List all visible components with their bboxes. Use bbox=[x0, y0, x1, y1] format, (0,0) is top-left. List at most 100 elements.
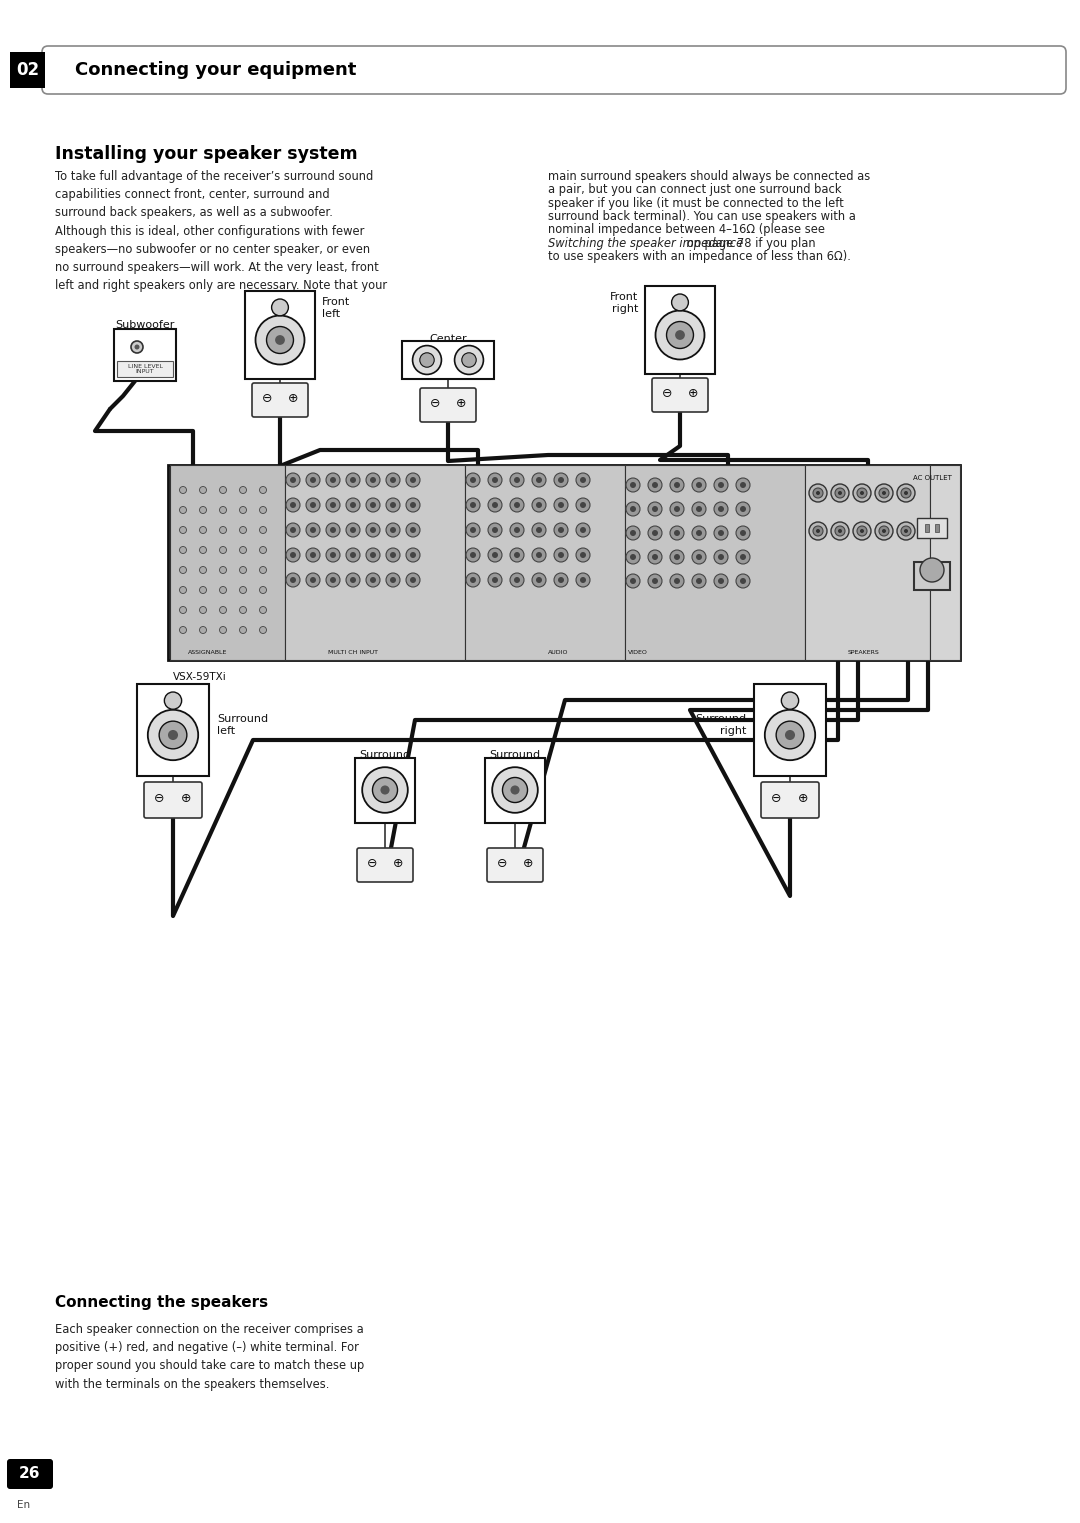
FancyBboxPatch shape bbox=[252, 382, 308, 417]
Text: ⊕: ⊕ bbox=[688, 387, 699, 399]
Circle shape bbox=[674, 554, 680, 560]
Circle shape bbox=[813, 487, 823, 498]
Circle shape bbox=[370, 551, 376, 557]
Circle shape bbox=[488, 498, 502, 512]
Circle shape bbox=[470, 527, 476, 533]
Circle shape bbox=[164, 691, 181, 710]
Circle shape bbox=[920, 557, 944, 582]
Circle shape bbox=[350, 503, 356, 509]
Circle shape bbox=[286, 474, 300, 487]
Circle shape bbox=[714, 525, 728, 541]
Circle shape bbox=[310, 527, 316, 533]
Text: ⊖: ⊖ bbox=[662, 387, 672, 399]
Circle shape bbox=[291, 551, 296, 557]
Text: VSX-59TXi: VSX-59TXi bbox=[173, 672, 227, 682]
Circle shape bbox=[514, 527, 519, 533]
Circle shape bbox=[674, 530, 680, 536]
Circle shape bbox=[326, 548, 340, 562]
Text: En: En bbox=[17, 1500, 30, 1509]
Circle shape bbox=[179, 567, 187, 574]
Circle shape bbox=[406, 498, 420, 512]
Circle shape bbox=[576, 548, 590, 562]
Circle shape bbox=[159, 720, 187, 749]
Circle shape bbox=[350, 477, 356, 483]
Circle shape bbox=[179, 547, 187, 553]
Circle shape bbox=[652, 481, 658, 487]
Circle shape bbox=[554, 474, 568, 487]
Circle shape bbox=[306, 573, 320, 586]
Text: Center: Center bbox=[429, 334, 467, 344]
Text: ASSIGNABLE: ASSIGNABLE bbox=[188, 650, 228, 655]
Circle shape bbox=[488, 548, 502, 562]
Circle shape bbox=[718, 554, 724, 560]
Circle shape bbox=[740, 481, 746, 487]
Circle shape bbox=[858, 487, 867, 498]
Circle shape bbox=[350, 551, 356, 557]
Circle shape bbox=[536, 503, 542, 509]
Circle shape bbox=[882, 490, 886, 495]
Circle shape bbox=[652, 554, 658, 560]
Text: Subwoofer: Subwoofer bbox=[116, 320, 175, 330]
Circle shape bbox=[259, 527, 267, 533]
Circle shape bbox=[897, 484, 915, 503]
Circle shape bbox=[306, 474, 320, 487]
Circle shape bbox=[532, 573, 546, 586]
Bar bbox=[285, 465, 465, 659]
Circle shape bbox=[267, 326, 294, 353]
Circle shape bbox=[330, 527, 336, 533]
Text: Switching the speaker impedance: Switching the speaker impedance bbox=[548, 236, 743, 250]
Circle shape bbox=[286, 548, 300, 562]
Circle shape bbox=[558, 477, 564, 483]
Circle shape bbox=[692, 550, 706, 564]
Circle shape bbox=[718, 579, 724, 583]
Circle shape bbox=[675, 330, 685, 340]
Bar bbox=[914, 562, 950, 589]
Bar bbox=[10, 52, 45, 88]
Circle shape bbox=[488, 573, 502, 586]
Circle shape bbox=[670, 574, 684, 588]
Circle shape bbox=[580, 551, 586, 557]
Circle shape bbox=[179, 486, 187, 493]
Bar bbox=[117, 361, 173, 378]
Circle shape bbox=[696, 506, 702, 512]
Circle shape bbox=[275, 335, 285, 344]
Circle shape bbox=[740, 506, 746, 512]
Circle shape bbox=[370, 577, 376, 583]
Text: LINE LEVEL
INPUT: LINE LEVEL INPUT bbox=[127, 364, 162, 375]
Circle shape bbox=[626, 574, 640, 588]
Circle shape bbox=[366, 522, 380, 538]
Circle shape bbox=[350, 527, 356, 533]
Circle shape bbox=[714, 574, 728, 588]
Circle shape bbox=[652, 506, 658, 512]
Circle shape bbox=[765, 710, 815, 760]
Circle shape bbox=[514, 477, 519, 483]
Circle shape bbox=[406, 522, 420, 538]
Circle shape bbox=[735, 574, 750, 588]
Circle shape bbox=[410, 503, 416, 509]
Circle shape bbox=[492, 477, 498, 483]
Circle shape bbox=[310, 503, 316, 509]
Circle shape bbox=[558, 503, 564, 509]
Circle shape bbox=[558, 527, 564, 533]
Circle shape bbox=[648, 574, 662, 588]
Circle shape bbox=[413, 346, 442, 375]
Bar bbox=[355, 757, 415, 822]
FancyBboxPatch shape bbox=[652, 378, 708, 413]
Circle shape bbox=[259, 626, 267, 634]
Circle shape bbox=[558, 577, 564, 583]
Circle shape bbox=[366, 498, 380, 512]
Text: Surround
left: Surround left bbox=[217, 714, 268, 736]
Circle shape bbox=[696, 530, 702, 536]
Text: a pair, but you can connect just one surround back: a pair, but you can connect just one sur… bbox=[548, 183, 841, 196]
Circle shape bbox=[536, 477, 542, 483]
Text: VIDEO: VIDEO bbox=[627, 650, 648, 655]
Circle shape bbox=[380, 786, 390, 795]
Circle shape bbox=[781, 691, 798, 710]
Circle shape bbox=[901, 487, 912, 498]
Circle shape bbox=[326, 522, 340, 538]
Circle shape bbox=[465, 474, 480, 487]
Circle shape bbox=[674, 579, 680, 583]
FancyBboxPatch shape bbox=[761, 781, 819, 818]
Text: MULTI CH INPUT: MULTI CH INPUT bbox=[328, 650, 378, 655]
Circle shape bbox=[410, 551, 416, 557]
